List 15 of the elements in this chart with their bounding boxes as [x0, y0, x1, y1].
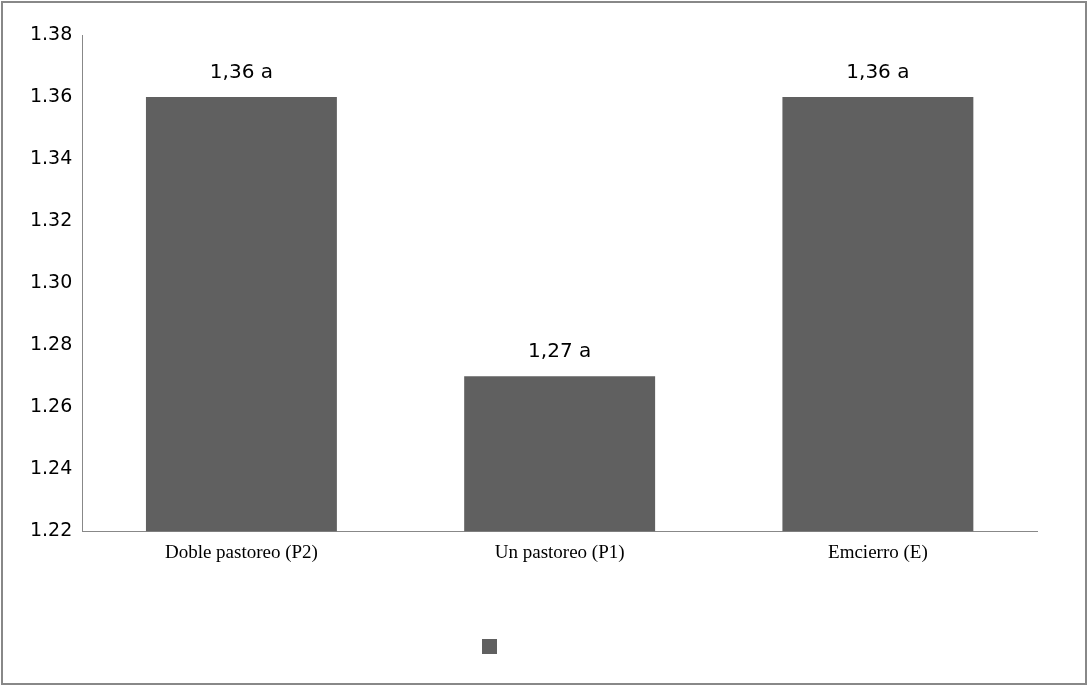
x-tick-label: Doble pastoreo (P2)	[164, 540, 318, 563]
y-tick-label: 1.26	[29, 394, 73, 417]
data-label: 1,27 a	[528, 338, 592, 363]
y-tick-label: 1.22	[29, 518, 73, 541]
y-tick-label: 1.36	[29, 83, 73, 106]
data-label: 1,36 a	[209, 59, 273, 84]
y-tick-label: 1.38	[29, 21, 73, 44]
y-tick-label: 1.34	[29, 145, 73, 168]
y-tick-label: 1.30	[29, 270, 73, 293]
data-label: 1,36 a	[846, 59, 910, 84]
x-tick-label: Emcierro (E)	[828, 540, 928, 563]
y-tick-label: 1.28	[29, 332, 73, 355]
y-tick-label: 1.32	[29, 208, 73, 231]
x-tick-label: Un pastoreo (P1)	[494, 540, 625, 563]
y-tick-label: 1.24	[29, 456, 73, 479]
